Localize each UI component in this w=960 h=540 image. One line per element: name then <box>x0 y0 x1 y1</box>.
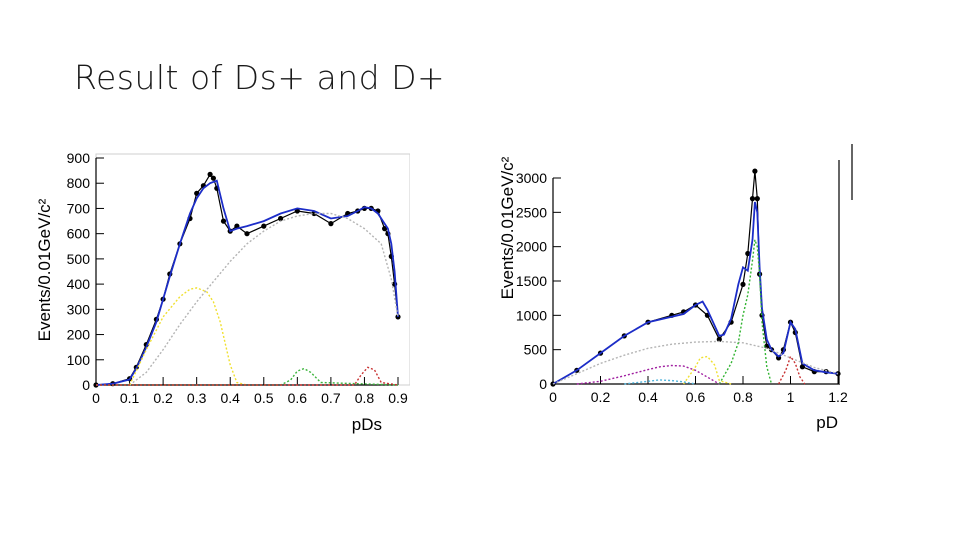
series-line-5 <box>576 364 720 385</box>
slide-title: Result of Ds+ and D+ <box>74 58 446 97</box>
x-tick-label: 0.2 <box>591 389 611 405</box>
y-tick-label: 0 <box>539 376 547 392</box>
y-tick-label: 2000 <box>516 239 547 255</box>
x-tick-label: 0.9 <box>388 390 408 406</box>
y-tick-label: 400 <box>67 276 91 292</box>
series-line-3 <box>683 355 732 385</box>
y-axis: 0 500 1000 1500 2000 2500 3000 <box>516 170 561 392</box>
data-point <box>754 196 760 202</box>
series-group <box>93 171 401 388</box>
series-line-2 <box>129 212 399 386</box>
data-point <box>752 168 758 174</box>
data-point <box>745 250 751 257</box>
y-tick-label: 0 <box>82 377 90 393</box>
y-tick-label: 3000 <box>516 170 547 186</box>
y-tick-label: 1000 <box>516 307 547 323</box>
series-line-5 <box>96 366 399 386</box>
series-line-4 <box>718 239 773 385</box>
x-tick-label: 0.4 <box>220 390 240 406</box>
data-point <box>194 190 200 196</box>
y-tick-label: 100 <box>67 352 91 368</box>
y-axis: 0 100 200 300 400 500 600 700 800 900 <box>67 150 104 393</box>
y-tick-label: 500 <box>67 251 91 267</box>
series-line-0 <box>552 171 839 385</box>
data-point <box>244 231 250 237</box>
data-point <box>716 336 722 342</box>
x-tick-label: 0.7 <box>321 390 341 406</box>
x-tick-label: 0 <box>92 390 100 406</box>
x-tick-label: 1.2 <box>828 389 848 405</box>
data-point <box>207 171 213 177</box>
data-point <box>278 215 284 222</box>
x-tick-label: 0.6 <box>288 390 308 406</box>
y-axis-label: Events/0.01GeV/c² <box>498 156 517 299</box>
y-tick-label: 300 <box>67 301 91 317</box>
data-point <box>799 364 805 370</box>
data-point <box>261 223 267 229</box>
x-axis-label: pDs <box>352 415 382 434</box>
pd-chart: 0 0.2 0.4 0.6 0.8 1 1.2 0 500 1000 1500 2000 2500 30… <box>498 144 853 432</box>
x-axis: 0 0.2 0.4 0.6 0.8 1 1.2 <box>549 376 848 405</box>
series-line-4 <box>96 367 399 386</box>
plot-frame <box>95 153 410 386</box>
x-axis-label: pD <box>816 413 838 432</box>
data-point <box>210 175 216 181</box>
y-tick-label: 500 <box>524 342 548 358</box>
data-point <box>740 281 746 287</box>
series-group <box>550 168 841 387</box>
x-tick-label: 0.4 <box>638 389 658 405</box>
y-tick-label: 800 <box>67 175 91 191</box>
series-line-3 <box>128 287 248 386</box>
data-point <box>749 196 756 202</box>
data-point <box>220 218 227 224</box>
data-point <box>382 226 388 232</box>
x-axis: 0 0.1 0.2 0.3 0.4 0.5 0.6 0.7 0.8 0.9 <box>92 377 408 406</box>
series-line-1 <box>95 179 399 386</box>
series-line-1 <box>552 201 839 385</box>
y-tick-label: 200 <box>67 327 91 343</box>
series-line-2 <box>552 340 839 385</box>
y-tick-label: 2500 <box>516 204 547 220</box>
x-tick-label: 0.3 <box>187 390 207 406</box>
x-tick-label: 0 <box>549 389 557 405</box>
x-tick-label: 0.5 <box>254 390 274 406</box>
pds-chart: 0 0.1 0.2 0.3 0.4 0.5 0.6 0.7 0.8 0.9 0 100 200 300 4… <box>35 150 410 434</box>
y-tick-label: 1500 <box>516 273 547 289</box>
series-line-0 <box>95 173 399 386</box>
y-tick-label: 700 <box>67 200 91 216</box>
series-line-6 <box>624 379 696 385</box>
y-axis-label: Events/0.01GeV/c² <box>35 198 54 341</box>
x-tick-label: 0.6 <box>686 389 706 405</box>
x-tick-label: 0.8 <box>355 390 375 406</box>
x-tick-label: 1 <box>787 389 795 405</box>
y-tick-label: 900 <box>67 150 91 166</box>
x-tick-label: 0.2 <box>153 390 173 406</box>
x-tick-label: 0.1 <box>120 390 140 406</box>
data-point <box>328 221 334 227</box>
y-tick-label: 600 <box>67 226 91 242</box>
series-line-7 <box>777 354 806 385</box>
x-tick-label: 0.8 <box>733 389 753 405</box>
